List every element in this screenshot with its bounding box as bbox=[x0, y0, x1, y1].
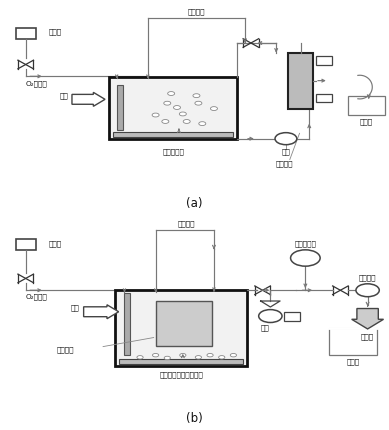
FancyArrow shape bbox=[72, 92, 105, 106]
Text: 撩拌＋曝氣: 撩拌＋曝氣 bbox=[162, 148, 184, 155]
Text: 撩拌＋曝氣＋薄膜清除: 撩拌＋曝氣＋薄膜清除 bbox=[160, 371, 203, 378]
Circle shape bbox=[230, 353, 237, 357]
Circle shape bbox=[291, 250, 320, 266]
Bar bbox=[113, 132, 233, 137]
Bar bbox=[16, 28, 36, 39]
Circle shape bbox=[183, 120, 190, 123]
Bar bbox=[117, 85, 123, 130]
Text: O₂／空氣: O₂／空氣 bbox=[26, 294, 47, 301]
Circle shape bbox=[164, 356, 170, 359]
Bar bbox=[348, 95, 385, 115]
Circle shape bbox=[259, 310, 282, 322]
Text: 程序控制: 程序控制 bbox=[188, 9, 205, 15]
Circle shape bbox=[152, 113, 159, 117]
Text: 真空車滻: 真空車滻 bbox=[359, 274, 376, 281]
Text: 程序控制: 程序控制 bbox=[177, 221, 194, 227]
Bar bbox=[329, 328, 377, 355]
Bar bbox=[284, 312, 300, 322]
Text: 處理水: 處理水 bbox=[360, 118, 373, 125]
FancyArrow shape bbox=[352, 309, 384, 329]
Text: 泵浦: 泵浦 bbox=[282, 148, 290, 155]
Bar bbox=[316, 93, 332, 102]
Circle shape bbox=[193, 94, 200, 98]
Circle shape bbox=[195, 356, 202, 359]
Circle shape bbox=[162, 120, 169, 123]
Bar bbox=[124, 293, 130, 355]
Circle shape bbox=[356, 284, 379, 297]
Circle shape bbox=[210, 107, 217, 111]
Text: 泵浦: 泵浦 bbox=[260, 324, 269, 331]
Text: 廢水: 廢水 bbox=[71, 304, 80, 311]
Circle shape bbox=[137, 356, 143, 359]
Text: 壓力計: 壓力計 bbox=[49, 28, 62, 35]
Bar bbox=[156, 301, 212, 346]
Text: 薄膜單元: 薄膜單元 bbox=[56, 346, 74, 353]
Circle shape bbox=[152, 353, 159, 357]
Bar bbox=[316, 56, 332, 64]
Circle shape bbox=[195, 101, 202, 105]
Bar bbox=[288, 53, 313, 108]
Text: 真空壓力計: 真空壓力計 bbox=[294, 240, 316, 247]
Circle shape bbox=[275, 133, 297, 144]
Text: (a): (a) bbox=[186, 197, 203, 210]
Text: 處理水: 處理水 bbox=[346, 358, 359, 365]
Circle shape bbox=[199, 122, 206, 126]
Text: 處理水: 處理水 bbox=[361, 334, 374, 341]
Text: 薄膜單元: 薄膜單元 bbox=[275, 160, 293, 167]
Text: 廢水: 廢水 bbox=[60, 92, 68, 99]
FancyArrow shape bbox=[84, 305, 119, 319]
Bar bbox=[16, 239, 36, 250]
Text: 壓力計: 壓力計 bbox=[49, 240, 62, 247]
Bar bbox=[115, 290, 247, 366]
Circle shape bbox=[179, 112, 186, 116]
Circle shape bbox=[219, 356, 225, 359]
Bar bbox=[119, 359, 243, 364]
Circle shape bbox=[180, 353, 186, 357]
Circle shape bbox=[168, 92, 175, 95]
Text: (b): (b) bbox=[186, 412, 203, 425]
Circle shape bbox=[207, 353, 213, 357]
Bar bbox=[109, 77, 237, 138]
Text: O₂／空氣: O₂／空氣 bbox=[26, 80, 47, 87]
Circle shape bbox=[164, 101, 171, 105]
Circle shape bbox=[173, 106, 180, 110]
